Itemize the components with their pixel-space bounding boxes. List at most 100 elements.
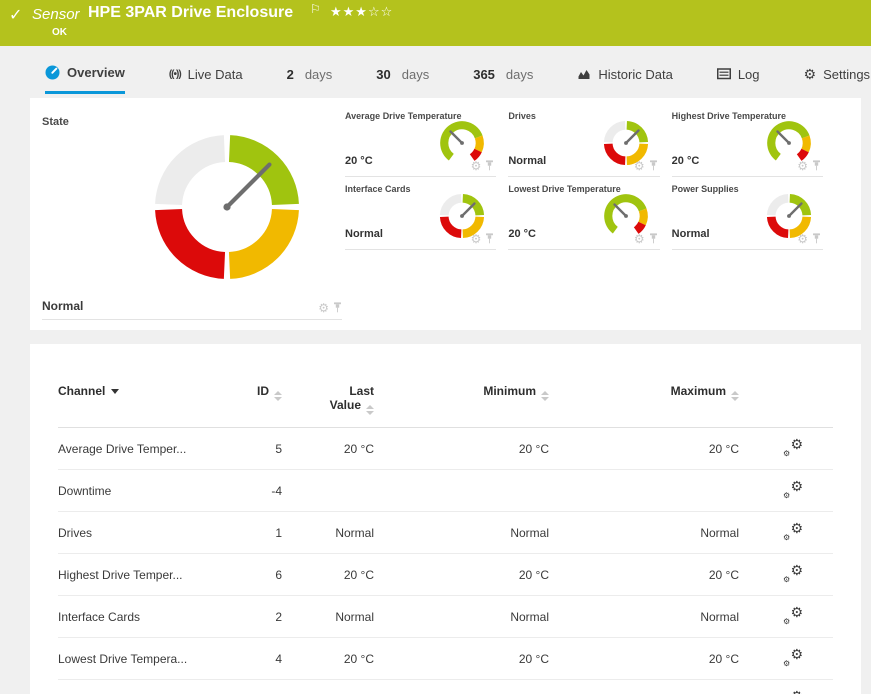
channel-id: 4 <box>248 637 296 680</box>
gauge-value: 20 °C <box>508 228 536 240</box>
tab-number: 2 <box>286 66 294 82</box>
pin-icon[interactable] <box>485 160 494 171</box>
column-header-id[interactable]: ID <box>248 378 296 428</box>
channel-id: 6 <box>248 553 296 596</box>
pin-icon[interactable] <box>333 302 342 313</box>
channel-settings-icon[interactable]: ⚙⚙ <box>783 604 803 626</box>
tab-number: 365 <box>473 66 495 82</box>
channel-name: Interface Cards <box>58 595 248 638</box>
last-value: Normal <box>296 511 388 554</box>
column-label: Value <box>329 398 361 412</box>
channel-id: 1 <box>248 511 296 554</box>
tab-label: Historic Data <box>598 66 673 82</box>
gauge-settings-gear-icon[interactable]: ⚙ <box>470 231 482 246</box>
gauge-tile-highest-drive-temperature: Highest Drive Temperature 20 °C ⚙ <box>671 104 823 177</box>
minimum-value: Normal <box>388 511 563 554</box>
channel-name: Drives <box>58 511 248 554</box>
table-row[interactable]: Highest Drive Temper... 6 20 °C 20 °C 20… <box>58 553 833 596</box>
column-header-minimum[interactable]: Minimum <box>388 378 563 428</box>
gauge-title: Highest Drive Temperature <box>671 111 787 121</box>
state-gauge <box>152 132 302 282</box>
small-gauge-grid: Average Drive Temperature 20 °C ⚙ Drives… <box>345 104 823 250</box>
last-value: Normal <box>296 595 388 638</box>
status-badge: OK <box>52 27 67 38</box>
channel-name: Downtime <box>58 469 248 512</box>
maximum-value: Normal <box>563 511 753 554</box>
channel-name: Power Supplies <box>58 679 248 694</box>
tab-historic-data[interactable]: Historic Data <box>577 54 673 94</box>
channel-id: -4 <box>248 469 296 512</box>
gauge-tile-average-drive-temperature: Average Drive Temperature 20 °C ⚙ <box>345 104 497 177</box>
column-label: Maximum <box>670 384 726 398</box>
channel-settings-icon[interactable]: ⚙⚙ <box>783 436 803 458</box>
column-label: Last <box>349 384 374 398</box>
tab-2-days[interactable]: 2 days <box>287 54 333 94</box>
gauge-settings-gear-icon[interactable]: ⚙ <box>797 231 808 246</box>
pin-icon[interactable] <box>812 233 821 244</box>
channel-table: Channel ID Last Value Minimum Maximum <box>58 378 833 694</box>
channel-settings-icon[interactable]: ⚙⚙ <box>783 562 803 584</box>
channel-settings-icon[interactable]: ⚙⚙ <box>783 478 803 500</box>
gauge-settings-gear-icon[interactable]: ⚙ <box>633 158 645 173</box>
column-label: ID <box>257 384 269 398</box>
tab-30-days[interactable]: 30 days <box>376 54 429 94</box>
tab-unit: days <box>304 66 333 82</box>
table-row[interactable]: Downtime -4 ⚙ ⚙ <box>58 469 833 512</box>
channel-table-card: Channel ID Last Value Minimum Maximum <box>30 344 861 694</box>
gauge-settings-gear-icon[interactable]: ⚙ <box>633 231 645 246</box>
channel-name: Highest Drive Temper... <box>58 553 248 596</box>
channel-settings-icon[interactable]: ⚙⚙ <box>783 646 803 668</box>
table-row[interactable]: Power Supplies 3 Normal Normal Normal ⚙⚙ <box>58 679 833 694</box>
channel-settings-icon[interactable]: ⚙⚙ <box>783 688 803 694</box>
pin-icon[interactable] <box>649 160 658 171</box>
gauge-settings-gear-icon[interactable]: ⚙ <box>797 158 808 173</box>
maximum-value: Normal <box>563 679 753 694</box>
channel-name: Lowest Drive Tempera... <box>58 637 248 680</box>
flag-icon[interactable]: ⚐ <box>310 2 321 16</box>
minimum-value <box>388 469 563 512</box>
tab-label: Log <box>737 66 760 82</box>
maximum-value: 20 °C <box>563 637 753 680</box>
tab-365-days[interactable]: 365 days <box>473 54 533 94</box>
sort-icon <box>541 391 549 401</box>
minimum-value: Normal <box>388 679 563 694</box>
tab-settings[interactable]: ⚙ Settings <box>804 54 871 94</box>
gauge-settings-gear-icon[interactable]: ⚙ <box>470 158 482 173</box>
pin-icon[interactable] <box>485 233 494 244</box>
gauge-value: Normal <box>508 155 547 167</box>
pin-icon[interactable] <box>649 233 658 244</box>
table-row[interactable]: Interface Cards 2 Normal Normal Normal ⚙… <box>58 595 833 638</box>
tab-bar: Overview ((•)) Live Data 2 days 30 days … <box>0 54 871 94</box>
gauge-tile-interface-cards: Interface Cards Normal ⚙ <box>345 177 497 250</box>
gauge-title: Interface Cards <box>345 184 411 194</box>
tab-overview[interactable]: Overview <box>45 54 125 94</box>
tab-log[interactable]: Log <box>716 54 760 94</box>
gauge-icon <box>45 65 60 80</box>
tab-label: Live Data <box>187 66 243 82</box>
priority-stars[interactable]: ★★★☆☆ <box>330 4 394 19</box>
gauge-value: Normal <box>671 228 710 240</box>
sort-desc-icon <box>111 389 120 394</box>
minimum-value: 20 °C <box>388 553 563 596</box>
channel-settings-icon[interactable]: ⚙⚙ <box>783 520 803 542</box>
channel-id: 5 <box>248 427 296 470</box>
last-value: 20 °C <box>296 553 388 596</box>
tab-unit: days <box>505 66 534 82</box>
sensor-type-label: Sensor <box>32 6 80 23</box>
area-chart-icon <box>578 70 590 79</box>
gauge-title: Drives <box>508 111 536 121</box>
maximum-value: 20 °C <box>563 427 753 470</box>
table-row[interactable]: Drives 1 Normal Normal Normal ⚙ ⚙ <box>58 511 833 554</box>
gauge-tile-lowest-drive-temperature: Lowest Drive Temperature 20 °C ⚙ <box>508 177 660 250</box>
column-header-maximum[interactable]: Maximum <box>563 378 753 428</box>
last-value: 20 °C <box>296 427 388 470</box>
pin-icon[interactable] <box>812 160 821 171</box>
tab-number: 30 <box>376 66 391 82</box>
table-row[interactable]: Lowest Drive Tempera... 4 20 °C 20 °C 20… <box>58 637 833 680</box>
tab-live-data[interactable]: ((•)) Live Data <box>169 54 243 94</box>
sort-icon <box>731 391 739 401</box>
column-header-last-value[interactable]: Last Value <box>296 378 388 428</box>
gauge-settings-gear-icon[interactable]: ⚙ <box>318 300 329 315</box>
column-header-channel[interactable]: Channel <box>58 378 248 428</box>
table-row[interactable]: Average Drive Temper... 5 20 °C 20 °C 20… <box>58 427 833 470</box>
